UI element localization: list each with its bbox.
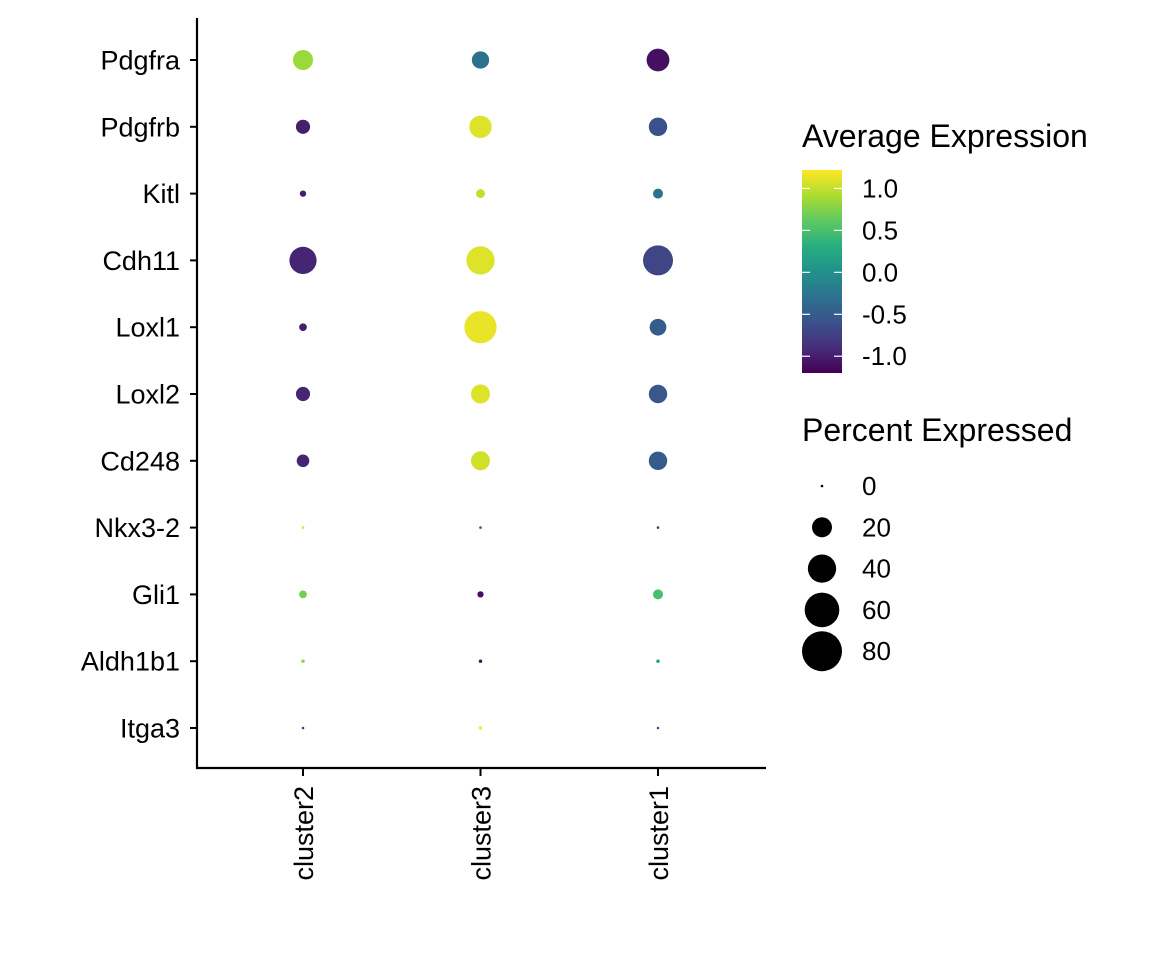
dot-gli1-cluster1 — [653, 589, 663, 600]
size-legend: Percent Expressed 0 20 40 60 80 — [802, 412, 1072, 672]
x-axis-ticks: cluster2 cluster3 cluster1 — [289, 768, 674, 881]
dot-nkx3-2-cluster3 — [479, 526, 482, 529]
size-legend-items: 0 20 40 60 80 — [802, 471, 891, 672]
gene-label: Cdh11 — [102, 246, 180, 276]
dot-itga3-cluster1 — [656, 726, 660, 730]
color-legend: Average Expression 1.0 0.5 0.0 -0.5 -1.0 — [802, 118, 1088, 373]
size-legend-label: 60 — [862, 595, 891, 625]
gene-label: Loxl1 — [115, 313, 180, 343]
dot-pdgfrb-cluster3 — [469, 115, 492, 138]
color-tick-label: -1.0 — [862, 341, 907, 371]
color-legend-bar — [802, 170, 842, 373]
dot-aldh1b1-cluster3 — [478, 659, 483, 663]
gene-label: Gli1 — [132, 580, 180, 610]
dot-cd248-cluster2 — [296, 454, 310, 468]
cluster-label: cluster2 — [289, 786, 319, 881]
gene-label: Kitl — [142, 179, 180, 209]
color-tick-label: 0.0 — [862, 257, 898, 287]
dot-nkx3-2-cluster2 — [301, 526, 305, 529]
gene-label: Loxl2 — [115, 380, 180, 410]
gene-label: Cd248 — [100, 446, 180, 476]
dot-pdgfrb-cluster1 — [648, 117, 668, 137]
dot-loxl2-cluster2 — [295, 386, 311, 402]
dot-aldh1b1-cluster2 — [301, 659, 305, 663]
size-legend-dot — [802, 631, 842, 672]
dot-pdgfra-cluster2 — [293, 50, 313, 70]
size-legend-label: 80 — [862, 636, 891, 666]
dot-cd248-cluster3 — [471, 451, 490, 471]
dot-kitl-cluster3 — [476, 189, 485, 199]
color-tick-label: 0.5 — [862, 215, 898, 245]
dot-cdh11-cluster3 — [466, 246, 495, 275]
size-legend-label: 20 — [862, 512, 891, 542]
dots-layer — [289, 48, 673, 730]
dot-gli1-cluster2 — [299, 590, 307, 599]
size-legend-label: 40 — [862, 554, 891, 584]
dot-loxl1-cluster2 — [299, 323, 307, 332]
size-legend-dot — [804, 592, 840, 628]
gene-label: Pdgfra — [100, 46, 181, 76]
dot-loxl2-cluster1 — [648, 384, 668, 404]
dot-itga3-cluster3 — [478, 726, 483, 730]
dot-loxl1-cluster3 — [464, 311, 497, 344]
gene-label: Pdgfrb — [100, 112, 180, 142]
size-legend-dot — [820, 484, 824, 488]
dot-pdgfrb-cluster2 — [295, 119, 311, 134]
dot-loxl2-cluster3 — [471, 384, 490, 404]
dot-cdh11-cluster2 — [289, 246, 317, 274]
gene-label: Nkx3-2 — [94, 513, 180, 543]
y-axis-ticks: Pdgfra Pdgfrb Kitl Cdh11 Loxl1 Loxl2 Cd248 Nkx3… — [81, 46, 197, 744]
dot-gli1-cluster3 — [477, 591, 484, 598]
dot-pdgfra-cluster1 — [646, 48, 670, 72]
size-legend-label: 0 — [862, 471, 876, 501]
plot-area: Pdgfra Pdgfrb Kitl Cdh11 Loxl1 Loxl2 Cd248 Nkx3… — [81, 18, 766, 881]
dot-kitl-cluster2 — [299, 190, 307, 197]
dot-cdh11-cluster1 — [643, 245, 673, 276]
color-tick-label: 1.0 — [862, 173, 898, 203]
color-legend-ticks: 1.0 0.5 0.0 -0.5 -1.0 — [802, 173, 907, 371]
dot-kitl-cluster1 — [653, 188, 663, 199]
gene-label: Itga3 — [120, 714, 180, 744]
cluster-label: cluster1 — [644, 786, 674, 881]
size-legend-dot — [812, 517, 832, 538]
gene-label: Aldh1b1 — [81, 647, 180, 677]
cluster-label: cluster3 — [467, 786, 497, 881]
dot-itga3-cluster2 — [301, 726, 305, 730]
size-legend-title: Percent Expressed — [802, 412, 1072, 448]
color-legend-title: Average Expression — [802, 118, 1088, 154]
dot-pdgfra-cluster3 — [471, 51, 490, 69]
dot-loxl1-cluster1 — [649, 318, 667, 336]
color-tick-label: -0.5 — [862, 299, 907, 329]
size-legend-dot — [807, 554, 837, 583]
dot-cd248-cluster1 — [648, 451, 668, 471]
dot-aldh1b1-cluster1 — [656, 659, 660, 663]
dot-nkx3-2-cluster1 — [656, 526, 660, 529]
